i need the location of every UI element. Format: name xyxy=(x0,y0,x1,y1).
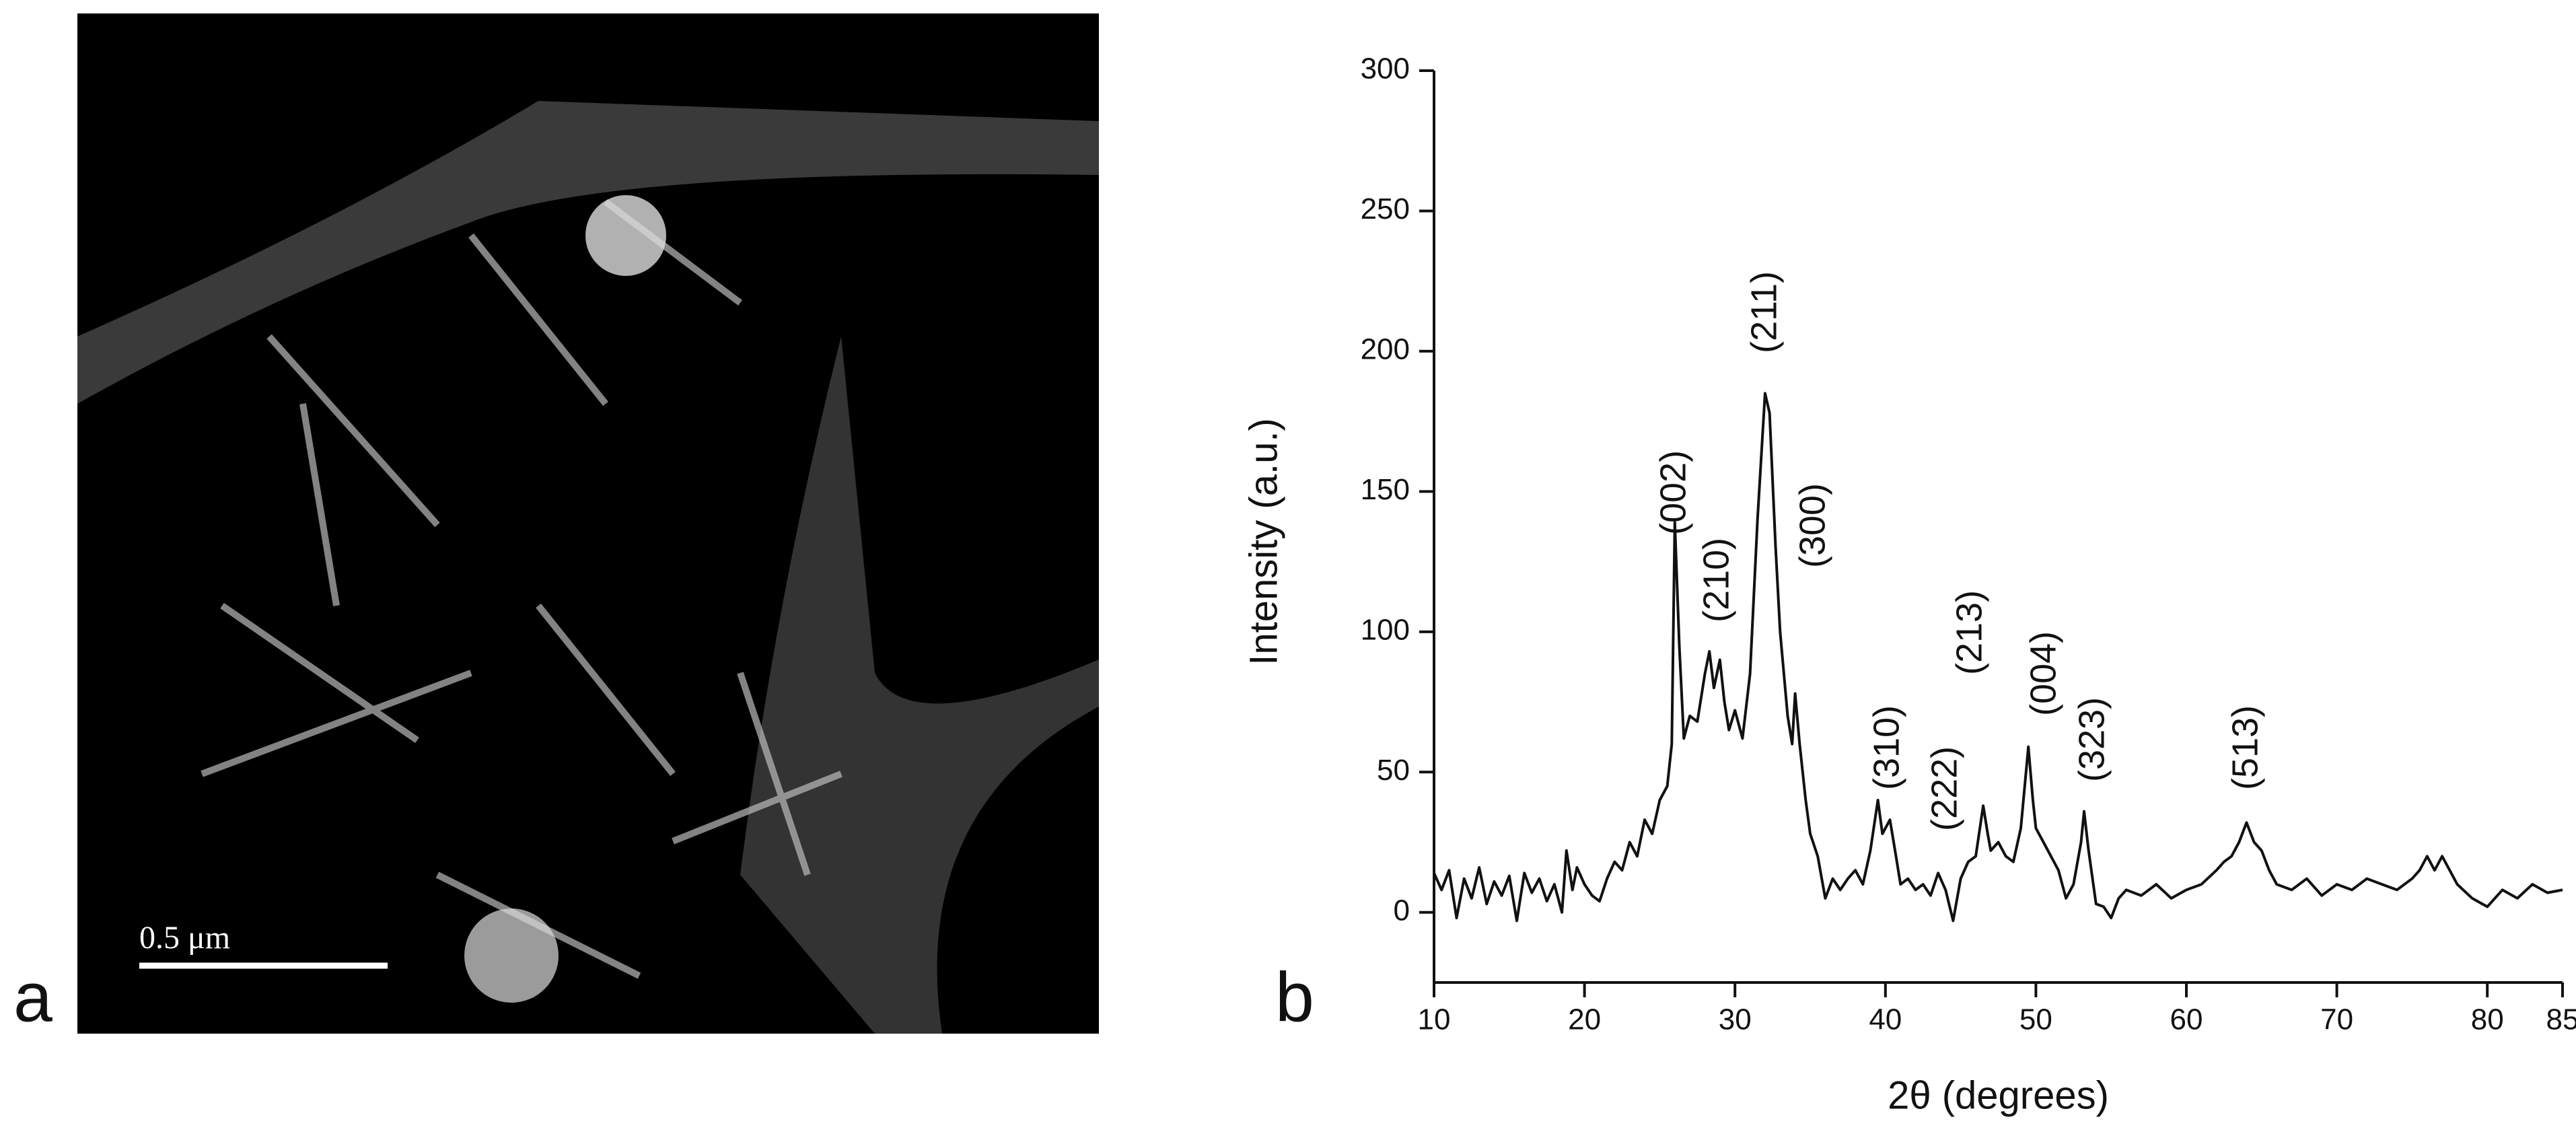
y-tick-label: 200 xyxy=(1361,333,1410,366)
peak-label: (210) xyxy=(1696,538,1736,622)
y-tick-label: 150 xyxy=(1361,473,1410,506)
x-tick-label: 40 xyxy=(1869,1003,1902,1036)
membrane xyxy=(740,336,1099,1034)
membrane xyxy=(77,101,1099,404)
particle xyxy=(585,195,666,276)
y-tick-label: 100 xyxy=(1361,613,1410,646)
y-axis-title: Intensity (a.u.) xyxy=(1242,418,1285,665)
micrograph: 0.5 μm xyxy=(77,13,1099,1034)
x-tick-label: 10 xyxy=(1418,1003,1451,1036)
y-tick-label: 300 xyxy=(1361,52,1410,85)
peak-label: (002) xyxy=(1653,450,1693,535)
y-tick-label: 0 xyxy=(1394,894,1410,927)
peak-label: (222) xyxy=(1924,746,1964,831)
x-axis-title: 2θ (degrees) xyxy=(1888,1073,2109,1117)
x-tick-label: 60 xyxy=(2170,1003,2203,1036)
peak-label: (310) xyxy=(1866,705,1906,790)
peak-label: (213) xyxy=(1949,590,1989,675)
peak-label: (004) xyxy=(2023,631,2063,716)
y-tick-label: 250 xyxy=(1361,192,1410,225)
peak-label: (513) xyxy=(2225,705,2265,790)
xrd-line xyxy=(1433,392,2563,923)
x-tick-label: 50 xyxy=(2019,1003,2052,1036)
peak-label: (211) xyxy=(1744,271,1784,353)
scale-bar-label: 0.5 μm xyxy=(139,920,230,956)
x-tick-label: 20 xyxy=(1568,1003,1601,1036)
peak-label: (300) xyxy=(1792,483,1832,568)
x-tick-label: 30 xyxy=(1719,1003,1752,1036)
x-tick-label: 70 xyxy=(2320,1003,2353,1036)
y-tick-label: 50 xyxy=(1377,754,1410,787)
panel-label: a xyxy=(13,958,52,1036)
x-tick-label: 85 xyxy=(2546,1003,2576,1036)
peak-label: (323) xyxy=(2071,697,2112,782)
particle xyxy=(464,908,559,1003)
x-tick-label: 80 xyxy=(2471,1003,2504,1036)
panel-label: b xyxy=(1275,958,1314,1036)
